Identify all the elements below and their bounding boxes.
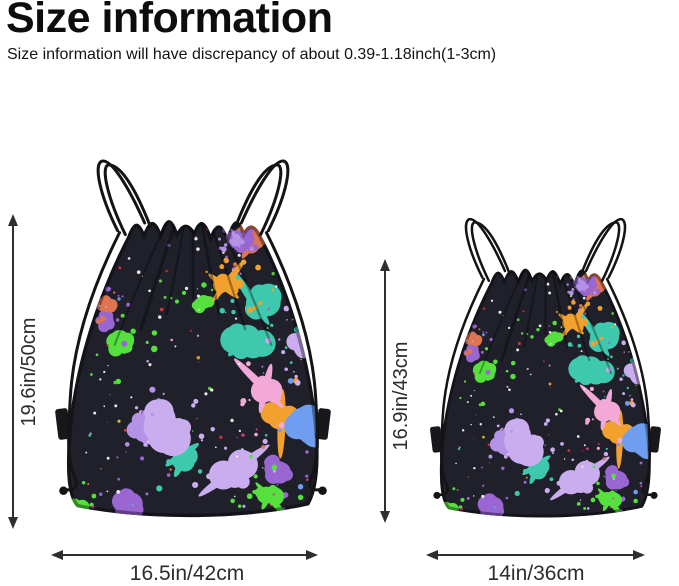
width-dimension-arrow-small	[426, 549, 645, 560]
size-disclaimer: Size information will have discrepancy o…	[7, 46, 497, 63]
drawstring-bag-small-image	[430, 217, 661, 518]
width-dimension-label-large: 16.5in/42cm	[129, 562, 245, 585]
page-title: Size information	[6, 0, 333, 42]
height-dimension-label-small: 16.9in/43cm	[390, 341, 412, 451]
height-dimension-label-large: 19.6in/50cm	[18, 317, 40, 427]
arrow-down-icon	[379, 511, 390, 523]
arrow-up-icon	[7, 214, 18, 226]
arrow-down-icon	[7, 517, 18, 529]
arrow-left-icon	[51, 549, 63, 560]
arrow-right-icon	[306, 549, 318, 560]
arrow-up-icon	[379, 259, 390, 271]
height-dimension-arrow-small	[379, 259, 390, 523]
arrow-right-icon	[633, 549, 645, 560]
height-dimension-arrow-large	[7, 214, 18, 529]
width-dimension-arrow-large	[51, 549, 318, 560]
drawstring-bag-large-image	[55, 159, 331, 518]
width-dimension-label-small: 14in/36cm	[487, 562, 585, 585]
arrow-left-icon	[426, 549, 438, 560]
